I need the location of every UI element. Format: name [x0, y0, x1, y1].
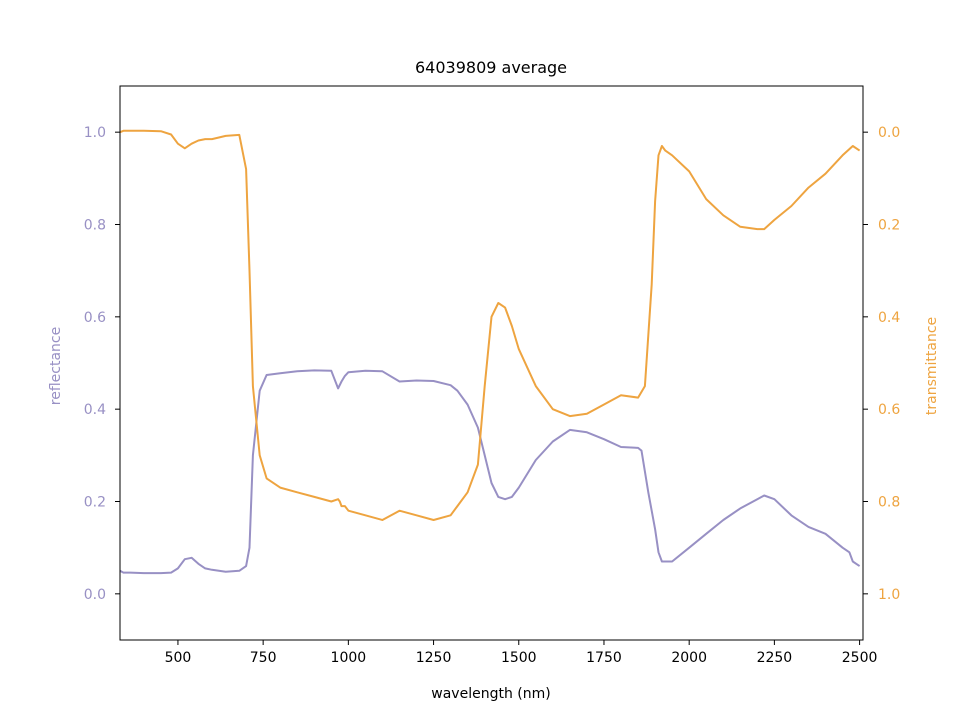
y-right-tick-label: 0.8: [878, 495, 900, 511]
chart-title: 64039809 average: [415, 58, 567, 77]
y-left-tick-label: 1.0: [84, 125, 106, 141]
x-tick-label: 1250: [416, 650, 452, 666]
x-tick-label: 1750: [586, 650, 622, 666]
x-tick-label: 1500: [501, 650, 537, 666]
y-left-tick-label: 0.6: [84, 310, 106, 326]
x-tick-label: 1000: [331, 650, 367, 666]
y-right-tick-label: 0.4: [878, 310, 900, 326]
x-tick-label: 500: [165, 650, 192, 666]
y-axis-left: 0.0 0.2 0.4 0.6 0.8 1.0: [84, 125, 120, 603]
x-tick-label: 750: [250, 650, 277, 666]
y-right-tick-label: 1.0: [878, 587, 900, 603]
x-axis-label: wavelength (nm): [431, 686, 550, 702]
y-left-tick-label: 0.4: [84, 402, 106, 418]
axes-frame: [119, 85, 864, 641]
y-axis-label-left: reflectance: [48, 327, 64, 405]
transmittance-line: [119, 129, 861, 521]
y-left-tick-label: 0.2: [84, 495, 106, 511]
reflectance-line: [119, 369, 861, 575]
x-tick-label: 2250: [757, 650, 793, 666]
x-tick-label: 2500: [842, 650, 878, 666]
y-left-tick-label: 0.0: [84, 587, 106, 603]
plot-area: [119, 129, 861, 575]
x-axis: 500 750 1000 1250 1500 1750 2000 2250 2500: [165, 640, 878, 666]
y-right-tick-label: 0.2: [878, 218, 900, 234]
y-axis-label-right: transmittance: [924, 317, 940, 415]
y-right-tick-label: 0.0: [878, 125, 900, 141]
y-left-tick-label: 0.8: [84, 218, 106, 234]
y-axis-right: 0.0 0.2 0.4 0.6 0.8 1.0: [863, 125, 900, 603]
y-right-tick-label: 0.6: [878, 402, 900, 418]
x-tick-label: 2000: [671, 650, 707, 666]
